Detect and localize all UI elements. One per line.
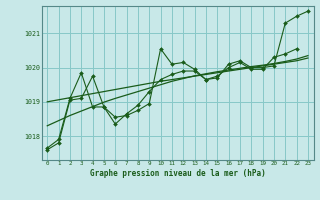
- X-axis label: Graphe pression niveau de la mer (hPa): Graphe pression niveau de la mer (hPa): [90, 169, 266, 178]
